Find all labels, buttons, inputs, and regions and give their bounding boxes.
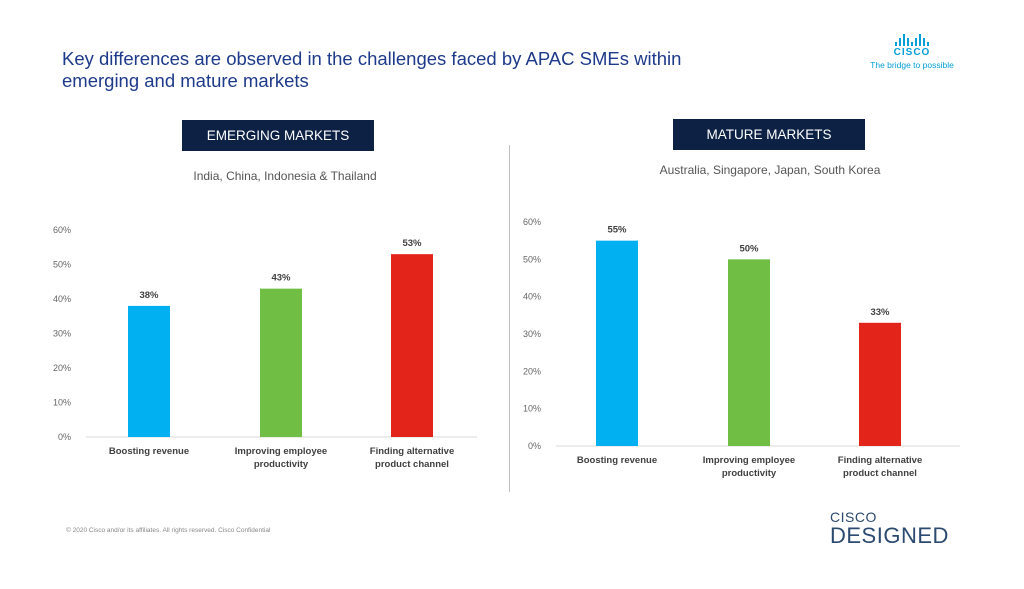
y-tick-label: 10% <box>523 404 541 414</box>
y-tick-label: 50% <box>53 260 71 270</box>
data-label: 33% <box>870 307 890 318</box>
data-label: 53% <box>402 238 422 249</box>
y-tick-label: 10% <box>53 398 71 408</box>
designed-logo-bottom: DESIGNED <box>830 523 949 548</box>
cisco-logo: CISCO The bridge to possible <box>862 34 962 70</box>
category-label: Boosting revenue <box>577 455 657 466</box>
category-label: Improving employee <box>235 446 327 457</box>
y-tick-label: 50% <box>523 254 541 264</box>
mature-markets-subtitle: Australia, Singapore, Japan, South Korea <box>659 163 881 177</box>
bar-mature-0 <box>596 240 638 446</box>
page-title: Key differences are observed in the chal… <box>62 48 682 91</box>
bar-emerging-2 <box>391 254 433 437</box>
cisco-bridge-icon <box>862 34 962 46</box>
y-tick-label: 30% <box>523 329 541 339</box>
category-label: productivity <box>254 459 309 470</box>
y-tick-label: 0% <box>528 441 541 451</box>
category-label: Boosting revenue <box>109 446 189 457</box>
y-tick-label: 60% <box>523 217 541 227</box>
mature-markets-label: MATURE MARKETS <box>673 119 865 150</box>
copyright-footer: © 2020 Cisco and/or its affiliates. All … <box>66 527 271 534</box>
category-label: Improving employee <box>703 455 795 466</box>
bar-mature-1 <box>728 259 770 446</box>
y-tick-label: 60% <box>53 225 71 235</box>
data-label: 43% <box>271 273 291 284</box>
category-label: product channel <box>843 468 917 479</box>
y-tick-label: 30% <box>53 329 71 339</box>
category-label: product channel <box>375 459 449 470</box>
cisco-logo-word: CISCO <box>893 47 931 58</box>
data-label: 50% <box>739 243 759 254</box>
y-tick-label: 0% <box>58 432 71 442</box>
bar-emerging-0 <box>128 305 170 437</box>
cisco-designed-logo: CISCO DESIGNED <box>830 510 949 548</box>
y-tick-label: 40% <box>53 294 71 304</box>
category-label: Finding alternative <box>370 446 454 457</box>
designed-logo-top: CISCO <box>830 509 877 525</box>
y-tick-label: 40% <box>523 292 541 302</box>
emerging-markets-label: EMERGING MARKETS <box>182 120 374 151</box>
y-tick-label: 20% <box>523 366 541 376</box>
category-label: productivity <box>722 468 777 479</box>
emerging-markets-subtitle: India, China, Indonesia & Thailand <box>193 169 377 183</box>
data-label: 38% <box>139 290 159 301</box>
cisco-tagline: The bridge to possible <box>870 60 954 70</box>
bar-mature-2 <box>859 322 901 446</box>
category-label: Finding alternative <box>838 455 922 466</box>
bar-emerging-1 <box>260 288 302 437</box>
section-divider <box>509 145 510 492</box>
data-label: 55% <box>607 225 627 236</box>
y-tick-label: 20% <box>53 363 71 373</box>
